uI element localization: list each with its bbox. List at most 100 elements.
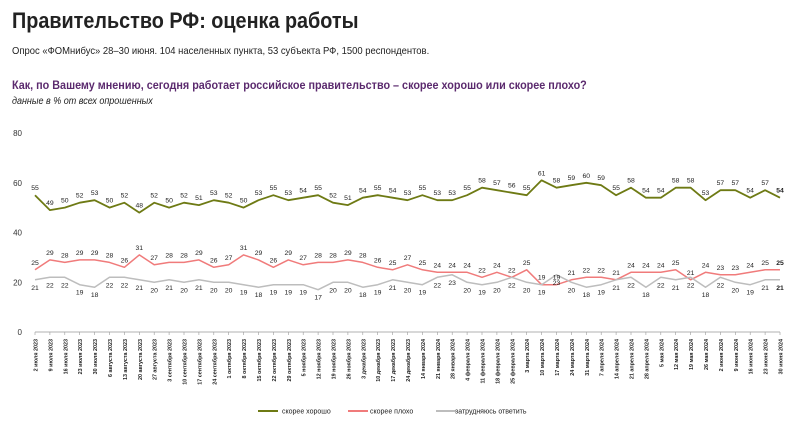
legend-label: скорее плохо <box>370 409 413 416</box>
data-label: 18 <box>642 292 650 299</box>
x-tick-label: 11 февраля 2024 <box>480 339 487 384</box>
x-tick-label: 15 октября 2023 <box>256 339 263 381</box>
x-tick-label: 27 августа 2023 <box>153 339 159 380</box>
data-label: 17 <box>314 295 322 302</box>
data-label: 20 <box>463 287 471 294</box>
data-label: 24 <box>657 262 665 269</box>
data-label: 23 <box>553 280 561 287</box>
data-label: 22 <box>434 282 442 289</box>
x-tick-label: 12 ноября 2023 <box>316 339 323 379</box>
data-label: 58 <box>672 178 680 185</box>
data-label: 53 <box>210 190 218 197</box>
data-label: 19 <box>240 290 248 297</box>
data-label: 54 <box>299 188 307 195</box>
x-tick-label: 26 мая 2024 <box>704 339 710 370</box>
data-label: 55 <box>419 185 427 192</box>
x-tick-label: 17 декабря 2023 <box>390 339 397 382</box>
x-tick-label: 12 мая 2024 <box>674 339 680 370</box>
x-tick-label: 21 апреля 2024 <box>630 339 636 379</box>
x-tick-label: 7 апреля 2024 <box>600 339 606 376</box>
data-label: 29 <box>255 250 263 257</box>
data-label: 19 <box>538 275 546 282</box>
data-label: 25 <box>419 260 427 267</box>
data-label: 61 <box>538 170 546 177</box>
x-tick-label: 3 марта 2024 <box>525 339 531 373</box>
data-label: 27 <box>225 255 233 262</box>
data-label: 55 <box>612 185 620 192</box>
x-tick-label: 24 декабря 2023 <box>405 339 412 382</box>
x-tick-label: 5 мая 2024 <box>659 339 665 367</box>
data-label: 22 <box>717 282 725 289</box>
data-label: 21 <box>568 270 576 277</box>
x-tick-label: 19 ноября 2023 <box>331 339 338 379</box>
x-tick-label: 23 июня 2024 <box>764 339 770 374</box>
data-label: 20 <box>568 287 576 294</box>
data-label: 27 <box>404 255 412 262</box>
x-tick-label: 30 июня 2024 <box>779 339 785 374</box>
data-label: 23 <box>717 265 725 272</box>
x-tick-label: 25 февраля 2024 <box>509 339 516 384</box>
data-label: 26 <box>374 257 382 264</box>
data-label: 51 <box>344 195 352 202</box>
data-label: 25 <box>523 260 531 267</box>
data-label: 53 <box>255 190 263 197</box>
data-label: 20 <box>150 287 158 294</box>
data-label: 27 <box>150 255 158 262</box>
data-label: 55 <box>374 185 382 192</box>
data-label: 53 <box>285 190 293 197</box>
data-label: 26 <box>121 257 129 264</box>
data-label: 20 <box>493 287 501 294</box>
data-label: 55 <box>523 185 531 192</box>
data-label: 25 <box>761 260 769 267</box>
data-label: 23 <box>732 265 740 272</box>
y-tick-label: 20 <box>13 278 22 287</box>
survey-subtitle: Опрос «ФОМнибус» 28–30 июня. 104 населен… <box>12 45 430 57</box>
x-tick-label: 16 июля 2023 <box>63 339 69 374</box>
data-label: 20 <box>732 287 740 294</box>
data-label: 52 <box>121 193 129 200</box>
data-label: 22 <box>61 282 69 289</box>
data-label: 57 <box>732 180 740 187</box>
y-tick-label: 0 <box>18 328 23 337</box>
unit-note: данные в % от всех опрошенных <box>12 96 153 107</box>
data-label: 51 <box>195 195 203 202</box>
series-good-line <box>34 179 781 214</box>
x-tick-label: 6 августа 2023 <box>108 339 114 377</box>
data-label: 31 <box>136 245 144 252</box>
data-label: 54 <box>389 188 397 195</box>
data-label: 18 <box>359 292 367 299</box>
data-label: 29 <box>46 250 54 257</box>
data-label: 28 <box>359 252 367 259</box>
data-label: 18 <box>702 292 710 299</box>
x-tick-label: 26 ноября 2023 <box>345 339 352 379</box>
x-tick-label: 8 октября 2023 <box>241 339 248 378</box>
data-label: 20 <box>523 287 531 294</box>
data-label: 18 <box>583 292 591 299</box>
data-label: 29 <box>285 250 293 257</box>
x-tick-label: 2 июня 2024 <box>719 339 725 371</box>
x-tick-label: 2 июля 2023 <box>34 339 40 371</box>
x-tick-label: 19 мая 2024 <box>689 339 695 370</box>
series-unsure-line <box>34 274 780 291</box>
data-label: 55 <box>314 185 322 192</box>
x-tick-label: 13 августа 2023 <box>123 339 129 380</box>
survey-question: Как, по Вашему мнению, сегодня работает … <box>12 78 587 92</box>
data-label: 25 <box>389 260 397 267</box>
data-label: 23 <box>448 280 456 287</box>
data-label: 21 <box>31 285 39 292</box>
data-label: 53 <box>702 190 710 197</box>
x-tick-label: 17 марта 2024 <box>555 339 561 376</box>
data-label: 22 <box>627 282 635 289</box>
x-tick-label: 9 июня 2024 <box>734 339 740 371</box>
data-label: 24 <box>463 262 471 269</box>
x-tick-label: 28 января 2024 <box>451 339 457 379</box>
data-label: 19 <box>285 290 293 297</box>
data-label: 60 <box>583 173 591 180</box>
data-label: 29 <box>76 250 84 257</box>
x-tick-label: 20 августа 2023 <box>138 339 144 380</box>
data-label: 53 <box>448 190 456 197</box>
x-tick-label: 1 октября 2023 <box>226 339 233 378</box>
data-label: 57 <box>761 180 769 187</box>
data-label: 28 <box>314 252 322 259</box>
x-tick-label: 14 января 2024 <box>421 339 427 379</box>
